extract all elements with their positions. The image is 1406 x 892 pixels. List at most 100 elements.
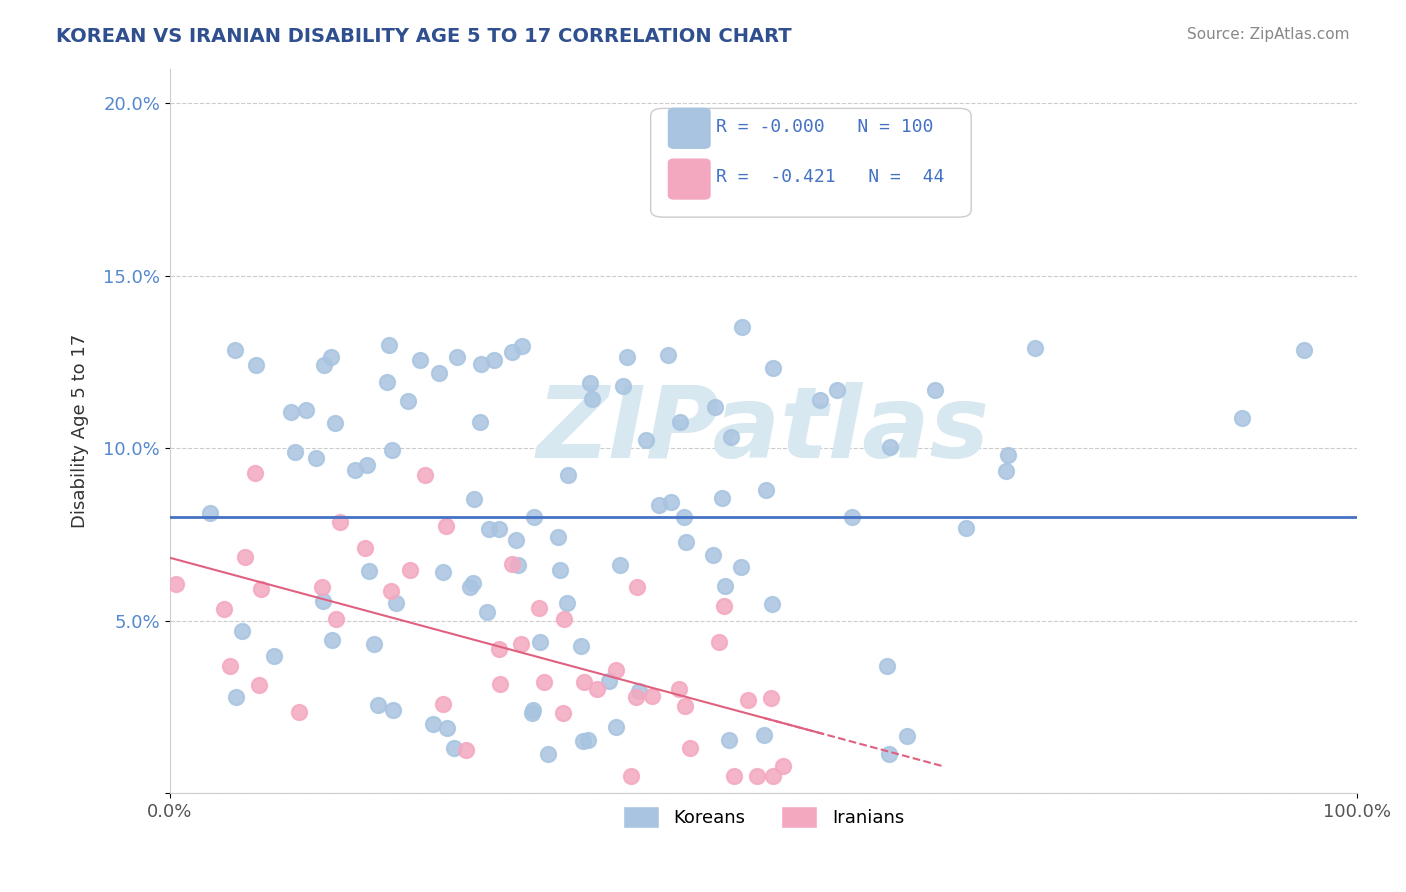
Point (720, 430, 742, 444)
Point (263, 649, 285, 664)
Point (647, 498, 669, 512)
Point (463, 491, 485, 506)
Point (702, 548, 724, 562)
Point (305, 451, 328, 466)
Point (367, 698, 389, 713)
Text: R = -0.000   N = 100: R = -0.000 N = 100 (716, 118, 934, 136)
Point (461, 576, 484, 591)
Point (572, 675, 595, 690)
Point (657, 348, 679, 362)
Point (488, 523, 510, 537)
Point (995, 464, 1018, 478)
Point (436, 721, 458, 735)
Point (1024, 341, 1046, 355)
Point (501, 557, 523, 571)
Point (225, 690, 247, 704)
Text: Source: ZipAtlas.com: Source: ZipAtlas.com (1187, 27, 1350, 42)
Point (200, 506, 222, 520)
Point (876, 659, 898, 673)
Y-axis label: Disability Age 5 to 17: Disability Age 5 to 17 (72, 334, 89, 528)
Point (212, 602, 235, 616)
Point (510, 636, 533, 650)
Point (761, 769, 783, 783)
Point (586, 681, 609, 696)
Point (713, 599, 735, 613)
Point (551, 706, 574, 721)
Point (489, 677, 512, 691)
FancyBboxPatch shape (651, 109, 972, 217)
Point (710, 491, 733, 505)
Point (243, 467, 266, 481)
Point (458, 580, 481, 594)
Point (294, 403, 316, 417)
Point (579, 376, 602, 391)
Point (997, 448, 1019, 462)
Point (605, 720, 627, 734)
Point (249, 582, 271, 596)
Point (385, 596, 408, 610)
Point (808, 393, 831, 408)
Point (287, 705, 309, 719)
Point (470, 415, 492, 429)
Point (284, 444, 307, 458)
Point (520, 706, 543, 720)
Legend: Koreans, Iranians: Koreans, Iranians (616, 798, 911, 835)
Point (506, 558, 529, 572)
Point (510, 339, 533, 353)
FancyBboxPatch shape (668, 109, 710, 148)
Point (616, 350, 638, 364)
Point (576, 733, 599, 747)
Point (475, 606, 498, 620)
Point (427, 366, 450, 380)
Point (501, 344, 523, 359)
Point (553, 612, 575, 626)
Point (759, 690, 782, 705)
Point (408, 352, 430, 367)
Point (634, 434, 657, 448)
Point (714, 579, 737, 593)
Point (434, 518, 457, 533)
Point (454, 743, 477, 757)
Text: KOREAN VS IRANIAN DISABILITY AGE 5 TO 17 CORRELATION CHART: KOREAN VS IRANIAN DISABILITY AGE 5 TO 17… (56, 27, 792, 45)
Point (321, 633, 343, 648)
Point (413, 468, 436, 483)
Point (825, 383, 848, 397)
Point (668, 682, 690, 697)
Point (626, 580, 648, 594)
Point (529, 635, 551, 649)
Point (557, 468, 579, 483)
Point (482, 353, 505, 368)
Point (752, 729, 775, 743)
Point (612, 378, 634, 392)
Point (363, 637, 385, 651)
Point (1294, 343, 1316, 357)
Point (704, 400, 727, 414)
Point (924, 383, 946, 397)
Point (231, 624, 253, 638)
Point (311, 580, 333, 594)
Point (344, 463, 367, 477)
Text: R =  -0.421   N =  44: R = -0.421 N = 44 (716, 169, 945, 186)
Point (380, 583, 402, 598)
Point (399, 563, 422, 577)
Point (620, 769, 643, 783)
Point (679, 740, 702, 755)
Point (329, 515, 352, 529)
Point (235, 549, 257, 564)
Point (247, 678, 270, 692)
Point (659, 182, 682, 196)
Point (165, 577, 187, 591)
Point (598, 673, 620, 688)
Point (707, 635, 730, 649)
Point (446, 350, 468, 364)
Point (730, 559, 752, 574)
Point (659, 495, 682, 509)
Point (877, 747, 900, 761)
Point (356, 458, 378, 473)
Point (572, 734, 595, 748)
Point (627, 684, 650, 698)
Point (523, 509, 546, 524)
Point (224, 343, 246, 358)
Point (841, 510, 863, 524)
Point (312, 594, 335, 608)
